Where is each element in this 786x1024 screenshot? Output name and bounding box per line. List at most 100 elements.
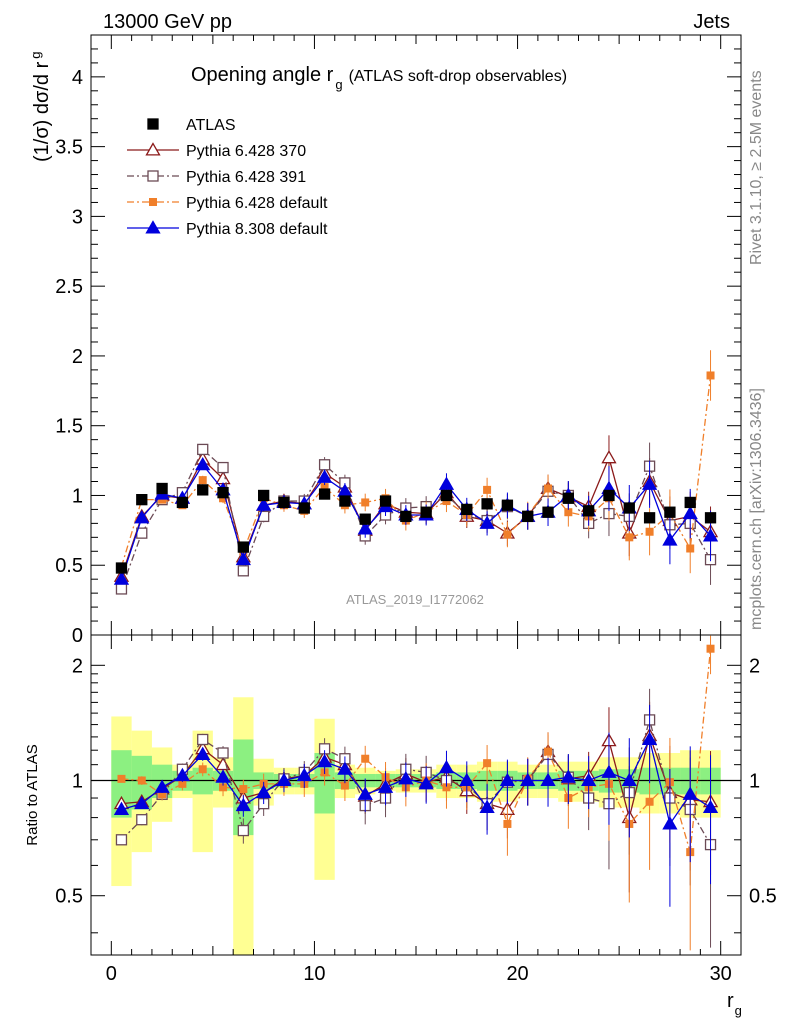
legend-entry: Pythia 8.308 default [127,220,328,238]
ratio-data-point [174,767,191,782]
data-point [217,487,229,499]
analysis-id-label: ATLAS_2019_I1772062 [346,592,484,607]
data-point [544,484,553,493]
ratio-data-point [296,767,312,782]
legend-marker [147,118,159,130]
data-point [156,482,168,495]
legend-marker [149,198,157,206]
ratio-data-point [256,784,272,799]
data-point [115,562,128,574]
ratio-data-point [520,772,536,787]
data-point [379,495,392,507]
ratio-data-point [276,772,292,787]
data-point [603,489,615,502]
ratio-data-point [337,761,353,775]
data-point [702,528,719,542]
main-y-axis-label-subscript: g [28,52,43,59]
main-y-tick-label: 3.5 [55,137,83,159]
chart-title-main: Opening angle r [191,64,334,86]
x-axis-label-subscript: g [735,1003,742,1018]
ratio-y-tick-label-right: 1 [749,771,760,793]
ratio-y-tick-label: 2 [72,655,83,677]
main-y-tick-label: 1 [72,485,83,507]
data-point [115,583,128,595]
data-point [682,505,698,520]
x-tick-label: 10 [303,963,325,985]
data-point [704,512,717,524]
data-point [197,484,209,496]
ratio-data-point [702,799,719,814]
legend-entry: ATLAS [147,117,236,134]
ratio-data-point [682,786,698,800]
data-point [258,510,270,523]
ratio-data-point [645,797,654,806]
data-point [339,495,351,507]
data-point [278,496,290,509]
ratio-data-point [154,779,170,793]
series-line [120,463,712,580]
ratio-y-tick-label-right: 0.5 [749,886,777,908]
data-point [623,502,635,514]
data-point [113,571,130,585]
ratio-data-point [217,747,229,759]
x-axis-label-text: r [727,990,734,1012]
ratio-data-layer [113,635,719,951]
data-point [235,551,251,566]
ratio-data-point [361,754,370,763]
data-point [237,541,249,553]
data-point [217,461,229,474]
legend-label: Pythia 6.428 default [186,195,328,212]
ratio-data-point [499,772,516,787]
ratio-data-point [641,731,658,746]
main-y-axis-label-text: (1/σ) dσ/d r [31,61,53,162]
data-point [256,497,272,511]
ratio-data-point [479,799,495,814]
legend-marker [147,170,159,182]
main-y-tick-label: 0 [72,625,83,647]
legend-label: ATLAS [186,117,236,134]
ratio-data-point [503,819,512,828]
data-point [197,443,209,456]
ratio-data-point [235,797,251,812]
legend-entry: Pythia 6.428 370 [127,142,306,160]
ratio-data-point [316,753,333,768]
ratio-data-point [377,779,394,793]
legend-marker [145,220,161,234]
data-point [664,506,676,518]
data-point [357,521,373,535]
ratio-data-point [113,801,130,816]
main-y-axis: 0 0.5 1 1.5 2 2.5 3 3.5 4 [55,35,741,647]
ratio-data-point [459,772,475,787]
data-point [176,496,189,509]
ratio-data-point [560,769,576,783]
data-point [438,476,455,490]
ratio-data-point [239,785,248,794]
data-point [134,509,150,524]
data-point [583,505,595,517]
ratio-data-point [237,824,249,837]
data-point [318,459,331,471]
data-point [198,476,207,485]
data-point [645,527,654,536]
ratio-uncertainty-bands [91,697,741,955]
data-point [318,488,331,500]
series-atlas [115,482,717,574]
ratio-axes: 0.5 0.51 12 20 10 20 30 [55,635,777,985]
data-point [481,498,493,510]
x-tick-label: 20 [506,963,528,985]
band-inner [111,750,132,818]
data-point [643,512,656,524]
data-point [440,489,453,502]
data-point [625,533,634,542]
ratio-y-tick-label: 0.5 [55,886,83,908]
energy-label: 13000 GeV pp [103,11,232,33]
ratio-data-point [418,776,434,790]
series-line [120,455,711,577]
data-point [237,565,249,577]
ratio-y-tick-label: 1 [72,771,83,793]
data-point [522,510,534,523]
main-y-tick-label: 2 [72,346,83,368]
data-point [601,449,617,464]
ratio-data-point [195,746,211,760]
